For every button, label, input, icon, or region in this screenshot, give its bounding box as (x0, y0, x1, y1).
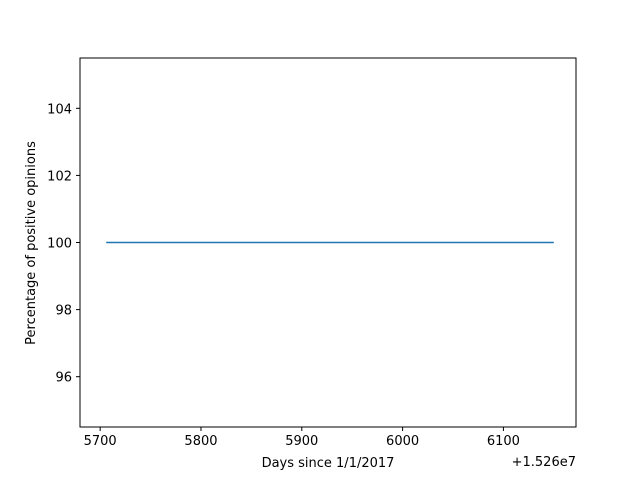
x-tick-label: 6000 (386, 434, 419, 449)
y-tick-label: 98 (55, 304, 72, 319)
x-tick-label: 5800 (184, 434, 217, 449)
y-axis-label: Percentage of positive opinions (24, 141, 39, 345)
x-tick-label: 5900 (285, 434, 318, 449)
y-tick-label: 100 (47, 237, 72, 252)
y-tick-label: 102 (47, 169, 72, 184)
x-offset-label: +1.526e7 (512, 455, 576, 470)
y-tick-label: 104 (47, 102, 72, 117)
y-tick-label: 96 (55, 371, 72, 386)
x-tick-label: 5700 (84, 434, 117, 449)
x-tick-label: 6100 (487, 434, 520, 449)
x-axis-label: Days since 1/1/2017 (262, 456, 395, 471)
